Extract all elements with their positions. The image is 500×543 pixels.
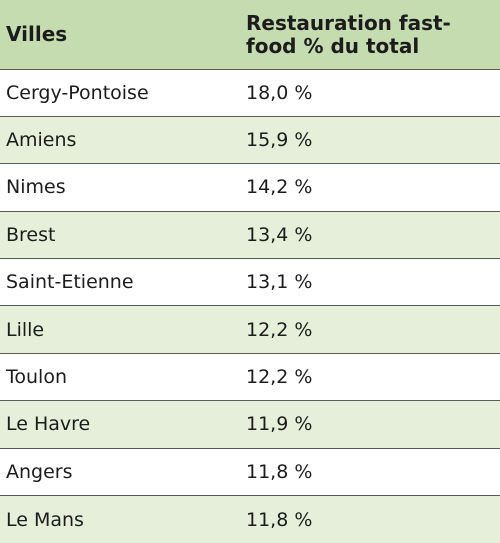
table-body: Cergy-Pontoise 18,0 % Amiens 15,9 % Nime…: [0, 69, 500, 543]
table-row: Le Mans 11,8 %: [0, 495, 500, 543]
city-cell: Saint-Etienne: [0, 258, 236, 307]
city-cell: Angers: [0, 448, 236, 497]
table-row: Cergy-Pontoise 18,0 %: [0, 69, 500, 117]
value-cell: 18,0 %: [236, 69, 500, 117]
city-cell: Cergy-Pontoise: [0, 69, 236, 117]
value-cell: 13,4 %: [236, 211, 500, 260]
table-row: Lille 12,2 %: [0, 305, 500, 354]
city-cell: Nimes: [0, 163, 236, 212]
header-villes: Villes: [0, 0, 236, 70]
table-row: Le Havre 11,9 %: [0, 400, 500, 449]
value-cell: 15,9 %: [236, 116, 500, 165]
city-cell: Brest: [0, 211, 236, 260]
table-row: Angers 11,8 %: [0, 448, 500, 497]
city-cell: Amiens: [0, 116, 236, 165]
city-cell: Toulon: [0, 353, 236, 402]
table-row: Saint-Etienne 13,1 %: [0, 258, 500, 307]
city-cell: Le Mans: [6, 508, 84, 531]
value-cell: 11,8 %: [236, 448, 500, 497]
value-cell: 13,1 %: [236, 258, 500, 307]
header-restauration: Restauration fast-food % du total: [236, 0, 500, 70]
value-cell: 14,2 %: [236, 163, 500, 212]
table-row: Brest 13,4 %: [0, 211, 500, 260]
city-cell: Lille: [0, 305, 236, 354]
table-row: Amiens 15,9 %: [0, 116, 500, 165]
value-cell: 12,2 %: [236, 305, 500, 354]
table-row: Nimes 14,2 %: [0, 163, 500, 212]
value-cell: 11,8 %: [246, 508, 313, 531]
city-cell: Le Havre: [0, 400, 236, 449]
value-cell: 12,2 %: [236, 353, 500, 402]
table-row: Toulon 12,2 %: [0, 353, 500, 402]
value-cell: 11,9 %: [236, 400, 500, 449]
table-header-row: Villes Restauration fast-food % du total: [0, 0, 500, 70]
